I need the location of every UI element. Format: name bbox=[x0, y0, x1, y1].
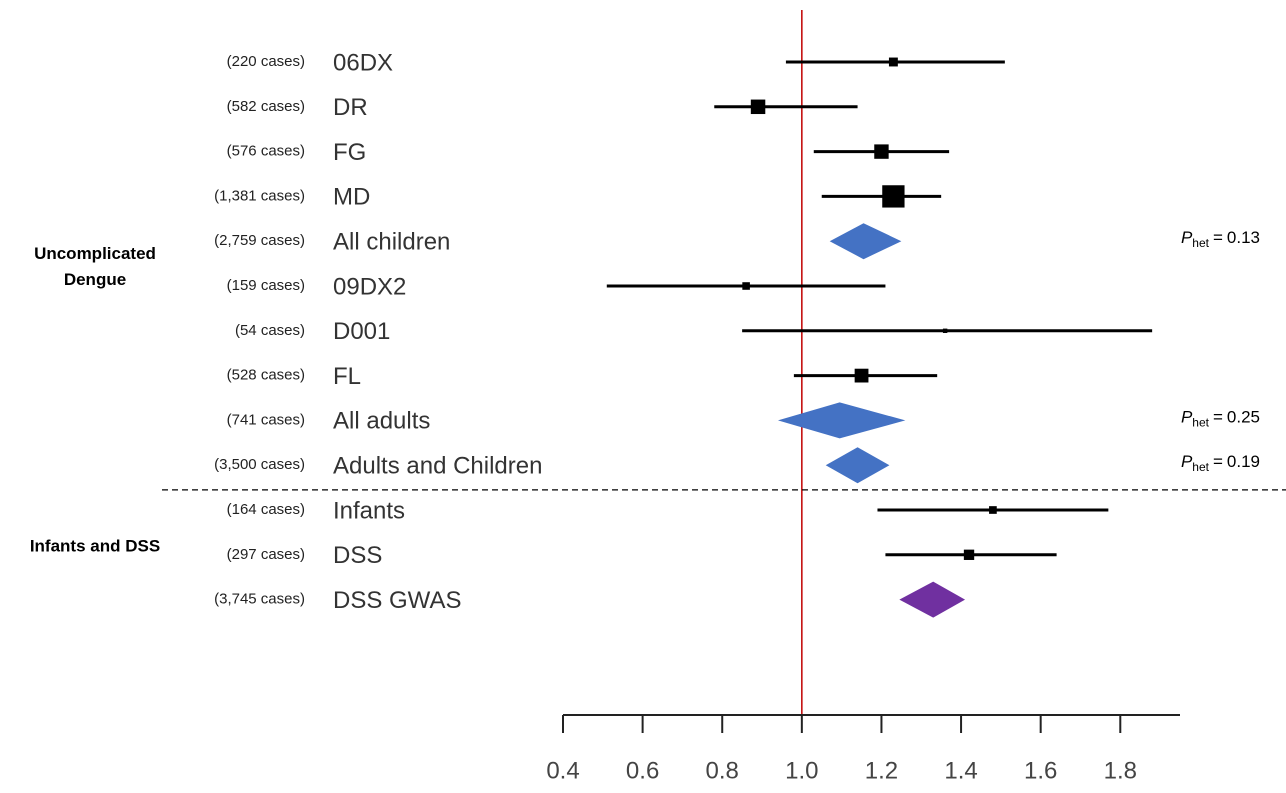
p-het-subscript: het bbox=[1192, 236, 1209, 250]
case-label: (528 cases) bbox=[227, 367, 305, 384]
case-label: (164 cases) bbox=[227, 501, 305, 518]
x-tick-label: 1.0 bbox=[785, 757, 818, 784]
row-label: FL bbox=[333, 363, 361, 390]
x-tick-label: 0.8 bbox=[706, 757, 739, 784]
row-label: All children bbox=[333, 229, 450, 256]
pooled-diamond bbox=[825, 447, 890, 484]
point-estimate bbox=[963, 549, 975, 560]
x-tick-label: 1.8 bbox=[1104, 757, 1137, 784]
point-estimate bbox=[888, 57, 898, 67]
pooled-diamond bbox=[899, 581, 966, 618]
p-het-annotation: Phet = 0.13 bbox=[1181, 229, 1260, 251]
p-het-relation: = bbox=[1213, 453, 1223, 472]
p-het-value: 0.19 bbox=[1227, 453, 1260, 472]
p-het-relation: = bbox=[1213, 229, 1223, 248]
row-label: DSS GWAS bbox=[333, 587, 461, 614]
row-label: D001 bbox=[333, 318, 390, 345]
p-het-relation: = bbox=[1213, 408, 1223, 427]
point-estimate bbox=[874, 144, 889, 159]
case-label: (582 cases) bbox=[227, 98, 305, 115]
case-label: (3,745 cases) bbox=[214, 591, 305, 608]
group-label: Infants and DSS bbox=[30, 536, 160, 555]
p-het-value: 0.13 bbox=[1227, 229, 1260, 248]
x-tick-label: 0.6 bbox=[626, 757, 659, 784]
case-label: (159 cases) bbox=[227, 277, 305, 294]
case-label: (54 cases) bbox=[235, 322, 305, 339]
point-estimate bbox=[989, 506, 997, 514]
case-label: (1,381 cases) bbox=[214, 187, 305, 204]
row-label: FG bbox=[333, 139, 366, 166]
case-label: (220 cases) bbox=[227, 53, 305, 70]
row-label: All adults bbox=[333, 408, 430, 435]
pooled-diamond bbox=[777, 402, 906, 439]
p-het-symbol: P bbox=[1181, 229, 1193, 248]
pooled-diamond bbox=[829, 223, 902, 260]
x-tick-label: 1.4 bbox=[944, 757, 977, 784]
p-het-symbol: P bbox=[1181, 453, 1193, 472]
x-tick-label: 1.2 bbox=[865, 757, 898, 784]
p-het-symbol: P bbox=[1181, 408, 1193, 427]
x-tick-label: 0.4 bbox=[546, 757, 579, 784]
group-label: Uncomplicated bbox=[34, 244, 156, 263]
point-estimate bbox=[854, 368, 869, 383]
case-label: (741 cases) bbox=[227, 411, 305, 428]
row-label: 09DX2 bbox=[333, 273, 406, 300]
point-estimate bbox=[942, 328, 948, 334]
point-estimate bbox=[882, 185, 905, 208]
row-label: Adults and Children bbox=[333, 453, 542, 480]
p-het-annotation: Phet = 0.25 bbox=[1181, 408, 1260, 430]
case-label: (2,759 cases) bbox=[214, 232, 305, 249]
p-het-value: 0.25 bbox=[1227, 408, 1260, 427]
case-label: (576 cases) bbox=[227, 143, 305, 160]
group-label: Dengue bbox=[64, 270, 126, 289]
row-label: DR bbox=[333, 94, 368, 121]
case-label: (297 cases) bbox=[227, 546, 305, 563]
row-label: MD bbox=[333, 184, 370, 211]
point-estimate bbox=[750, 99, 766, 115]
p-het-subscript: het bbox=[1192, 460, 1209, 474]
p-het-annotation: Phet = 0.19 bbox=[1181, 453, 1260, 475]
point-estimate bbox=[742, 282, 750, 290]
x-tick-label: 1.6 bbox=[1024, 757, 1057, 784]
p-het-subscript: het bbox=[1192, 416, 1209, 430]
row-label: 06DX bbox=[333, 49, 393, 76]
row-label: DSS bbox=[333, 542, 382, 569]
row-label: Infants bbox=[333, 497, 405, 524]
case-label: (3,500 cases) bbox=[214, 456, 305, 473]
